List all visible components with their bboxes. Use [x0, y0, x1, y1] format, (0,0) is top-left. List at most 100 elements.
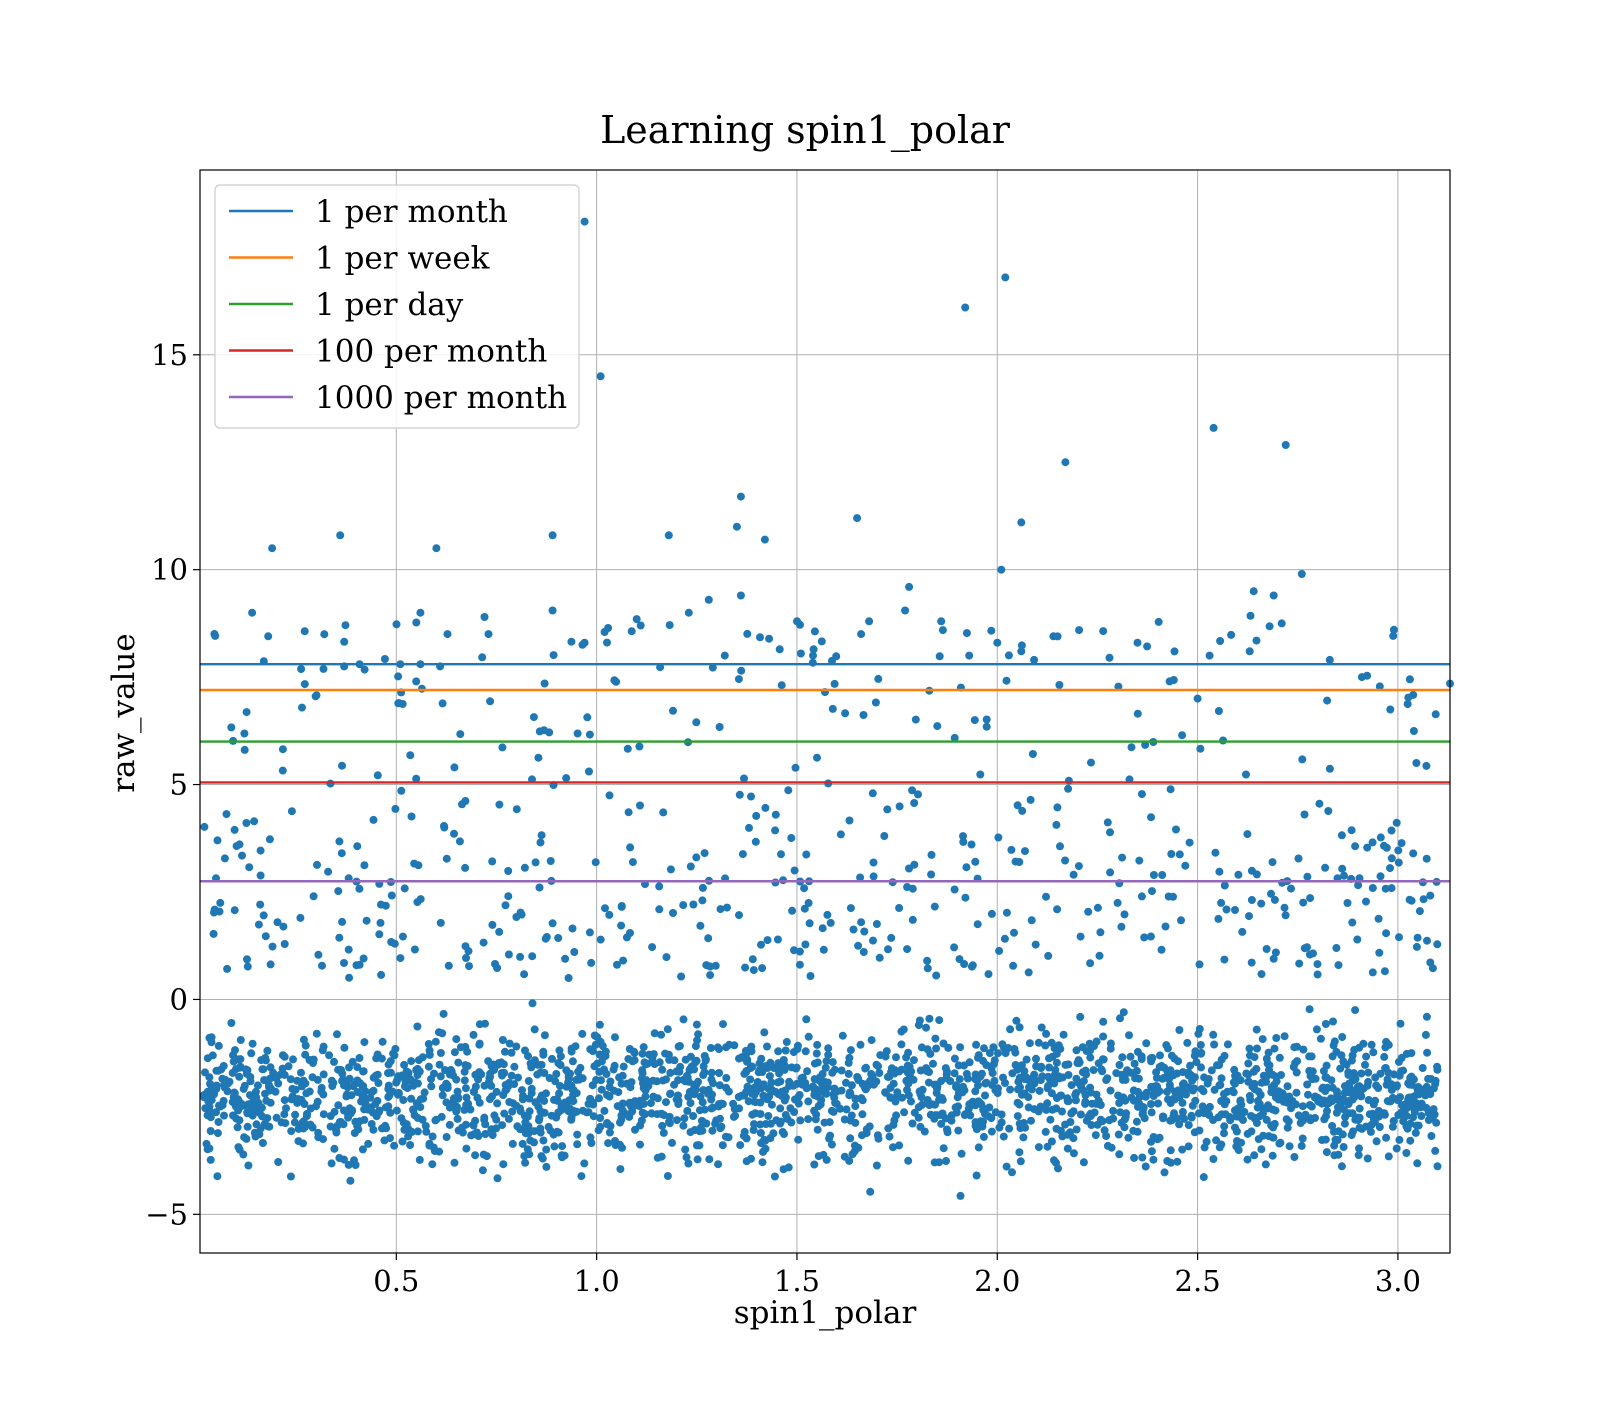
scatter-point	[1098, 1055, 1107, 1064]
scatter-point	[251, 1132, 260, 1141]
scatter-point	[674, 1091, 682, 1100]
scatter-point	[462, 1093, 471, 1102]
scatter-point	[937, 617, 946, 626]
scatter-point	[1375, 1123, 1384, 1131]
x-tick-label: 3.0	[1375, 1264, 1421, 1298]
scatter-point	[698, 1117, 707, 1126]
scatter-point	[242, 819, 251, 827]
scatter-point	[1277, 1071, 1285, 1079]
scatter-point	[263, 1046, 272, 1055]
scatter-point	[1106, 1039, 1115, 1048]
scatter-point	[1187, 1111, 1196, 1120]
scatter-point	[540, 1031, 549, 1040]
scatter-point	[593, 1033, 602, 1042]
scatter-point	[358, 1145, 367, 1154]
scatter-point	[1422, 1103, 1431, 1112]
scatter-point	[387, 891, 396, 900]
scatter-point	[254, 1098, 263, 1107]
scatter-point	[266, 1074, 275, 1083]
scatter-point	[410, 945, 419, 954]
scatter-point	[235, 1116, 244, 1125]
scatter-point	[255, 1108, 264, 1117]
scatter-point	[789, 1081, 798, 1090]
scatter-point	[1086, 1053, 1095, 1062]
scatter-point	[333, 1121, 342, 1130]
scatter-point	[1015, 1023, 1024, 1032]
scatter-point	[999, 1132, 1008, 1141]
scatter-point	[642, 1076, 651, 1085]
y-tick-label: −5	[145, 1197, 188, 1231]
scatter-point	[976, 770, 985, 779]
scatter-point	[1160, 1063, 1169, 1072]
scatter-point	[1037, 1062, 1046, 1071]
scatter-point	[897, 1040, 906, 1049]
scatter-point	[1177, 916, 1185, 925]
scatter-point	[967, 840, 976, 849]
scatter-point	[698, 1098, 707, 1107]
scatter-point	[338, 761, 346, 770]
scatter-point	[513, 1122, 522, 1131]
scatter-point	[278, 1051, 287, 1060]
scatter-point	[528, 952, 537, 961]
scatter-point	[521, 1158, 530, 1167]
scatter-point	[980, 1044, 988, 1053]
legend-label: 1 per month	[315, 194, 508, 230]
scatter-point	[1295, 959, 1304, 968]
scatter-point	[452, 1107, 461, 1116]
scatter-point	[686, 1099, 695, 1108]
scatter-point	[1433, 1062, 1442, 1071]
scatter-point	[374, 1108, 383, 1117]
scatter-point	[542, 1145, 551, 1154]
scatter-point	[335, 1154, 344, 1162]
scatter-point	[436, 1049, 445, 1057]
scatter-point	[874, 674, 883, 683]
scatter-point	[1069, 870, 1078, 879]
scatter-point	[449, 1097, 458, 1106]
scatter-point	[545, 1074, 554, 1082]
scatter-point	[1211, 848, 1220, 857]
scatter-point	[230, 906, 239, 915]
scatter-point	[1172, 825, 1180, 834]
scatter-point	[1002, 1162, 1011, 1171]
scatter-point	[987, 626, 996, 635]
scatter-point	[1130, 1059, 1139, 1068]
scatter-point	[610, 1061, 619, 1070]
scatter-point	[278, 745, 287, 754]
scatter-point	[345, 1104, 354, 1113]
scatter-point	[761, 803, 770, 812]
scatter-point	[673, 1116, 681, 1125]
scatter-point	[1037, 1023, 1046, 1032]
scatter-point	[376, 918, 385, 927]
scatter-point	[946, 1077, 955, 1085]
scatter-point	[229, 1051, 237, 1060]
scatter-point	[308, 1073, 317, 1082]
scatter-point	[1299, 898, 1308, 907]
scatter-point	[431, 1116, 440, 1125]
scatter-point	[979, 1105, 988, 1114]
scatter-point	[274, 1158, 283, 1166]
scatter-point	[860, 927, 869, 936]
scatter-point	[320, 630, 329, 639]
scatter-point	[908, 1119, 917, 1128]
scatter-point	[1268, 858, 1277, 867]
scatter-point	[793, 1045, 802, 1053]
scatter-point	[1147, 813, 1155, 822]
scatter-point	[1292, 1088, 1301, 1097]
scatter-point	[1067, 1081, 1076, 1090]
scatter-point	[504, 892, 513, 901]
scatter-point	[253, 1081, 262, 1090]
scatter-point	[1205, 1102, 1214, 1111]
scatter-point	[699, 1062, 708, 1071]
scatter-point	[761, 1136, 770, 1145]
scatter-point	[806, 972, 815, 980]
scatter-point	[959, 837, 968, 846]
scatter-point	[776, 1104, 785, 1113]
scatter-point	[1006, 1085, 1015, 1094]
scatter-point	[1271, 1106, 1280, 1115]
scatter-point	[1113, 898, 1122, 907]
scatter-point	[1423, 936, 1431, 945]
scatter-point	[212, 1108, 220, 1117]
scatter-point	[263, 1122, 272, 1131]
scatter-point	[481, 1130, 490, 1138]
